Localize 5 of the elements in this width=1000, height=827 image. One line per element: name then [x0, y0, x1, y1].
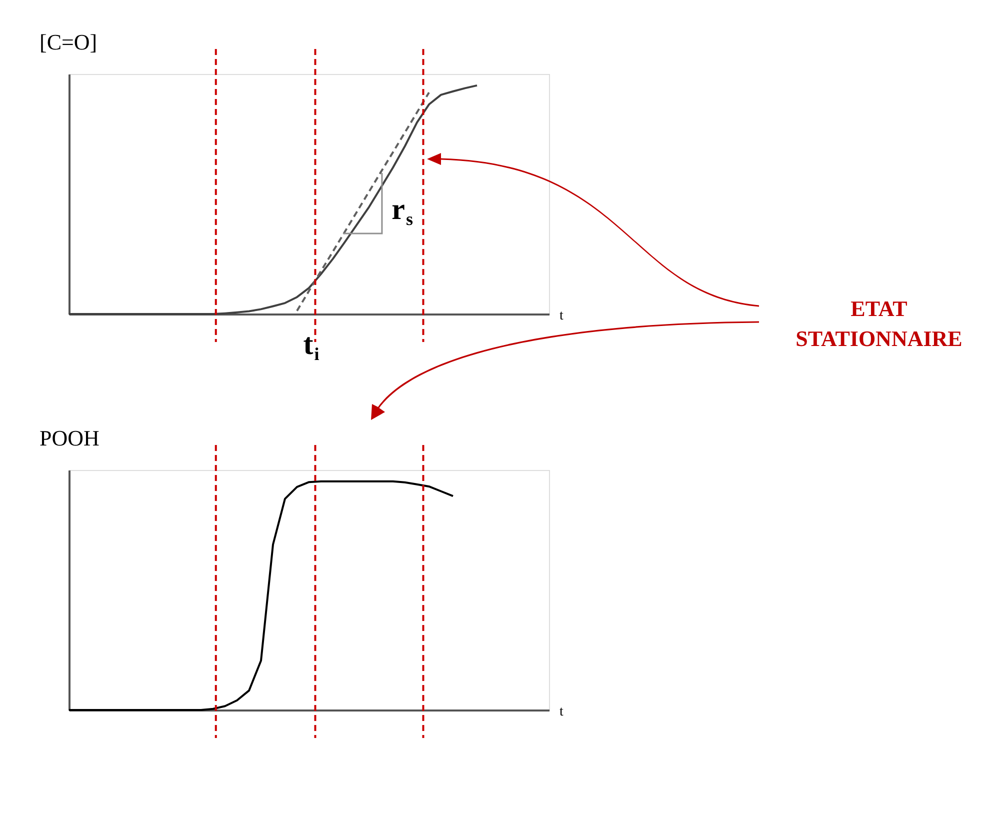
x-axis-title: t	[560, 308, 564, 324]
y-axis-title: [C=O]	[40, 30, 98, 54]
x-axis-title: t	[560, 704, 564, 720]
text: ETAT STATIONNAIRE	[796, 296, 962, 351]
y-axis-title: POOH	[40, 426, 100, 450]
